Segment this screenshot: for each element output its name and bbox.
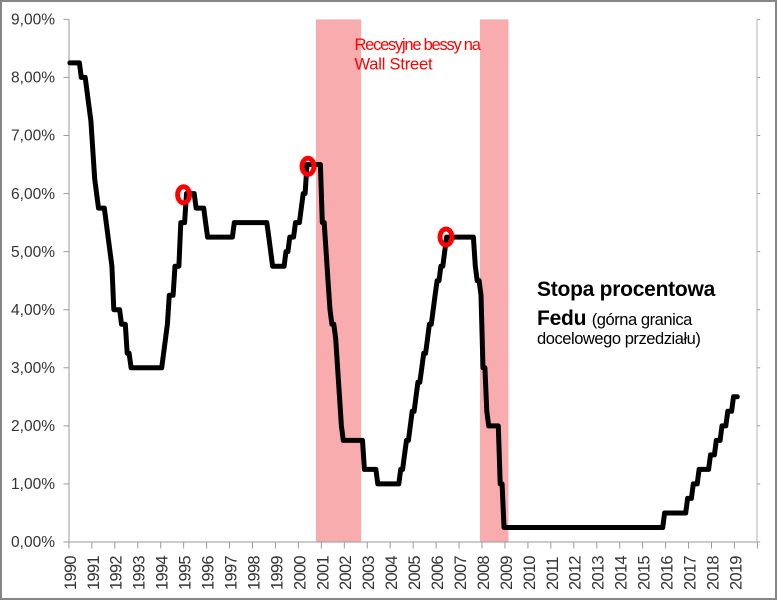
svg-text:Recesyjne bessy na: Recesyjne bessy na — [355, 36, 482, 54]
svg-text:2001: 2001 — [314, 556, 332, 590]
svg-text:6,00%: 6,00% — [11, 186, 55, 203]
svg-text:2016: 2016 — [659, 556, 677, 590]
svg-text:1990: 1990 — [62, 556, 80, 590]
svg-text:2007: 2007 — [452, 556, 470, 590]
svg-text:2017: 2017 — [681, 556, 699, 590]
svg-text:1995: 1995 — [177, 556, 195, 590]
svg-text:2010: 2010 — [521, 556, 539, 590]
svg-text:4,00%: 4,00% — [11, 302, 55, 319]
svg-text:2004: 2004 — [383, 556, 401, 590]
svg-text:0,00%: 0,00% — [11, 534, 55, 551]
svg-text:Stopa procentowa: Stopa procentowa — [537, 278, 716, 301]
svg-text:2006: 2006 — [429, 556, 447, 590]
svg-text:2002: 2002 — [337, 556, 355, 590]
svg-text:2012: 2012 — [567, 556, 585, 590]
svg-text:3,00%: 3,00% — [11, 360, 55, 377]
svg-text:9,00%: 9,00% — [11, 12, 55, 29]
svg-text:2000: 2000 — [291, 556, 309, 590]
svg-text:1999: 1999 — [268, 556, 286, 590]
svg-text:2018: 2018 — [704, 556, 722, 590]
svg-text:8,00%: 8,00% — [11, 70, 55, 87]
svg-text:2015: 2015 — [636, 556, 654, 590]
svg-text:2019: 2019 — [727, 556, 745, 590]
svg-text:2,00%: 2,00% — [11, 418, 55, 435]
svg-text:1993: 1993 — [131, 556, 149, 590]
svg-text:2008: 2008 — [475, 556, 493, 590]
svg-text:1992: 1992 — [108, 556, 126, 590]
svg-text:2009: 2009 — [498, 556, 516, 590]
svg-text:7,00%: 7,00% — [11, 128, 55, 145]
svg-text:2003: 2003 — [360, 556, 378, 590]
svg-text:1991: 1991 — [85, 556, 103, 590]
svg-text:2011: 2011 — [544, 557, 562, 590]
svg-text:docelowego przedziału): docelowego przedziału) — [537, 330, 700, 348]
svg-text:2005: 2005 — [406, 556, 424, 590]
svg-text:1,00%: 1,00% — [11, 476, 55, 493]
svg-text:2013: 2013 — [590, 556, 608, 590]
svg-text:Wall Street: Wall Street — [355, 55, 433, 73]
svg-text:1996: 1996 — [200, 556, 218, 590]
svg-text:1997: 1997 — [222, 556, 240, 590]
svg-text:2014: 2014 — [613, 556, 631, 590]
svg-text:5,00%: 5,00% — [11, 244, 55, 261]
svg-text:1998: 1998 — [245, 556, 263, 590]
svg-text:Fedu (górna granica: Fedu (górna granica — [537, 307, 693, 330]
svg-text:1994: 1994 — [154, 556, 172, 590]
